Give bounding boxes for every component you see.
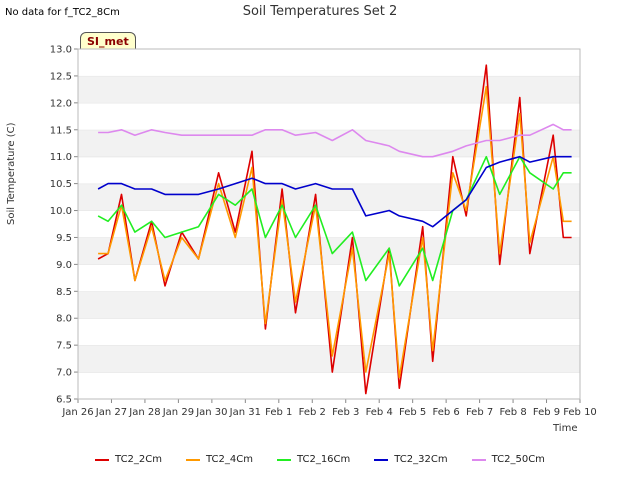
x-tick-label: Jan 27 <box>95 407 127 418</box>
y-tick-label: 7.5 <box>56 341 72 352</box>
no-data-note: No data for f_TC2_8Cm <box>5 7 120 18</box>
x-tick-label: Feb 8 <box>499 407 526 418</box>
y-tick-label: 9.5 <box>56 233 72 244</box>
legend-swatch <box>374 458 389 461</box>
series-line-TC2_32Cm <box>97 155 572 228</box>
x-tick-label: Feb 10 <box>563 407 597 418</box>
y-tick-label: 8.5 <box>56 287 72 298</box>
legend-item-TC2_32Cm: TC2_32Cm <box>374 454 448 465</box>
legend-label: TC2_16Cm <box>296 454 351 465</box>
chart-legend: TC2_2Cm TC2_4Cm TC2_16Cm TC2_32Cm TC2_50Cm <box>0 454 640 465</box>
x-tick-label: Feb 1 <box>265 407 292 418</box>
x-tick-label: Feb 2 <box>299 407 326 418</box>
series-line-TC2_50Cm <box>98 123 572 158</box>
y-tick-label: 10.0 <box>50 206 72 217</box>
y-tick-label: 11.0 <box>50 152 72 163</box>
series-line-TC2_4Cm <box>98 85 572 379</box>
plot-frame <box>77 48 581 400</box>
grid-band <box>78 102 580 130</box>
grid-band <box>78 345 580 373</box>
x-tick-label: Jan 30 <box>195 407 227 418</box>
grid-band <box>78 49 580 76</box>
chart-title: Soil Temperatures Set 2 <box>242 4 398 19</box>
x-tick-label: Feb 7 <box>466 407 493 418</box>
grid-band <box>78 156 580 184</box>
x-tick-label: Feb 3 <box>332 407 359 418</box>
x-tick-label: Jan 26 <box>61 407 93 418</box>
grid-band <box>78 291 580 319</box>
y-tick-label: 13.0 <box>50 45 72 56</box>
x-tick-label: Jan 28 <box>128 407 160 418</box>
legend-label: TC2_4Cm <box>206 454 253 465</box>
y-tick-label: 12.5 <box>50 71 72 82</box>
series-line-TC2_16Cm <box>97 155 572 287</box>
x-axis-label: Time <box>553 423 578 434</box>
y-tick-label: 6.5 <box>56 395 72 406</box>
y-tick-label: 12.0 <box>50 98 72 109</box>
legend-item-TC2_4Cm: TC2_4Cm <box>186 454 253 465</box>
y-tick-label: 7.0 <box>56 368 72 379</box>
legend-swatch <box>95 458 110 461</box>
grid-band <box>78 129 580 157</box>
x-tick-label: Feb 9 <box>533 407 560 418</box>
x-tick-label: Feb 4 <box>366 407 393 418</box>
x-tick-label: Feb 5 <box>399 407 426 418</box>
grid-band <box>78 237 580 265</box>
y-tick-label: 9.0 <box>56 260 72 271</box>
legend-swatch <box>186 458 200 461</box>
legend-swatch <box>471 458 486 461</box>
x-tick-label: Feb 6 <box>433 407 460 418</box>
x-tick-label: Jan 31 <box>229 407 261 418</box>
grid-band <box>78 372 580 399</box>
y-tick-label: 11.5 <box>50 125 72 136</box>
legend-label: TC2_50Cm <box>491 454 545 465</box>
legend-label: TC2_2Cm <box>115 454 162 465</box>
grid-band <box>78 264 580 292</box>
legend-item-TC2_2Cm: TC2_2Cm <box>95 454 162 465</box>
legend-label: TC2_32Cm <box>394 454 448 465</box>
x-tick-label: Jan 29 <box>162 407 194 418</box>
legend-item-TC2_16Cm: TC2_16Cm <box>276 454 351 465</box>
grid-band <box>78 75 580 103</box>
series-line-TC2_2Cm <box>97 64 572 395</box>
legend-item-TC2_50Cm: TC2_50Cm <box>471 454 545 465</box>
y-tick-label: 8.0 <box>56 314 72 325</box>
legend-swatch <box>276 458 291 461</box>
y-tick-label: 10.5 <box>50 179 72 190</box>
